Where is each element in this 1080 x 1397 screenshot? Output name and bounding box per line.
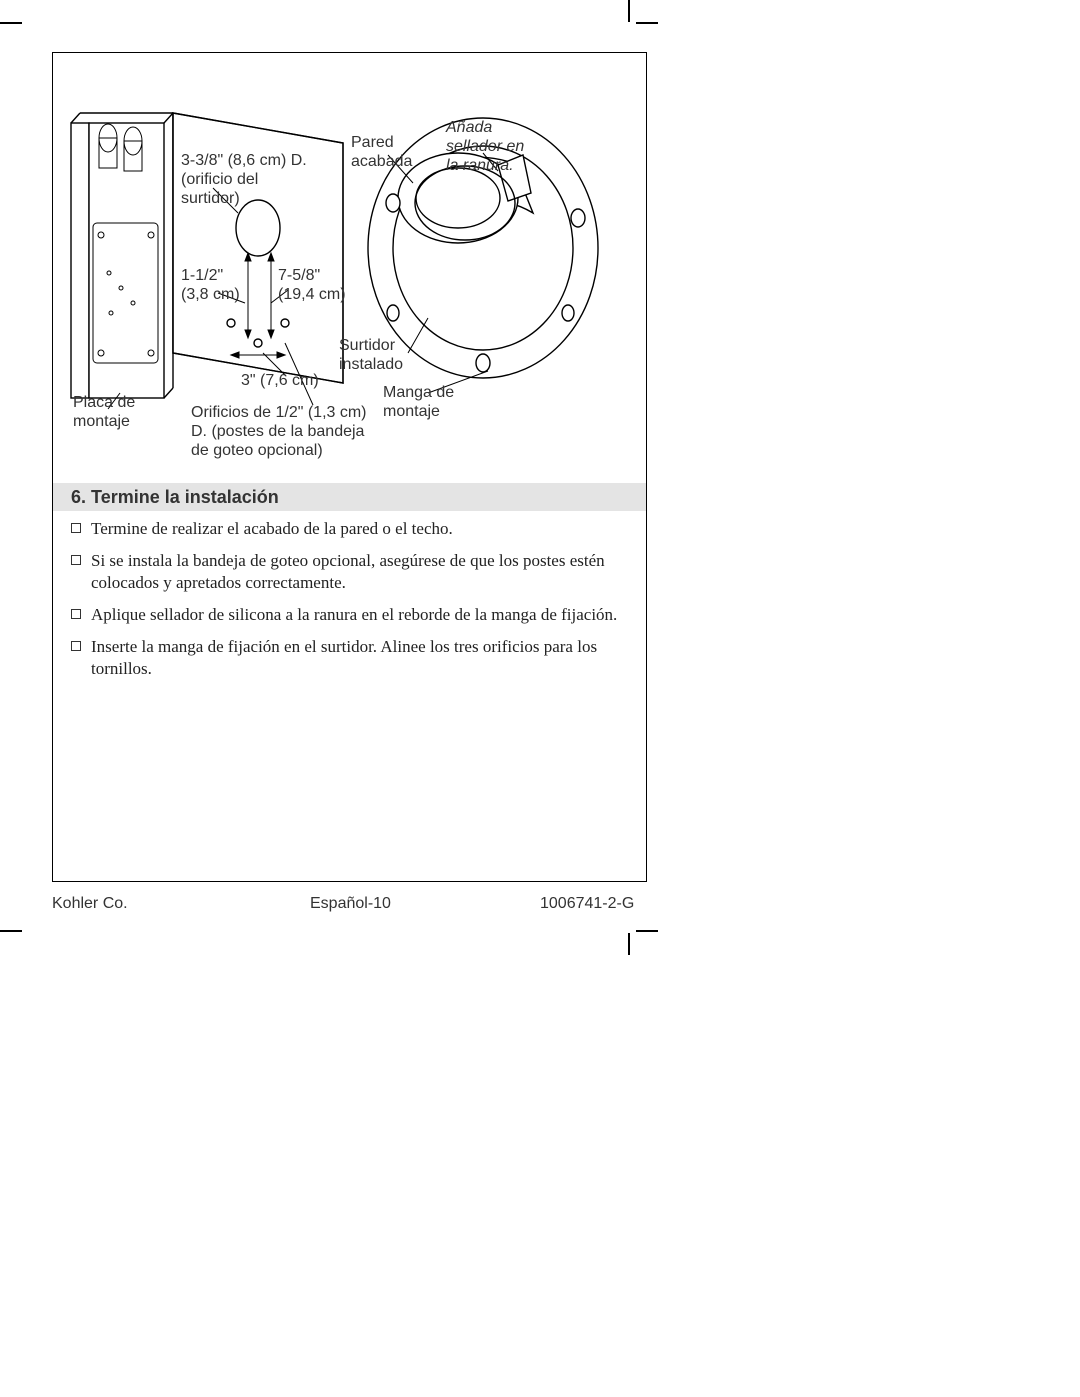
label-add-sealant: Añada sellador en la ranura. [446,118,524,176]
crop-mark [0,930,22,932]
crop-mark [636,930,658,932]
label-dim-1-5: 1-1/2" (3,8 cm) [181,266,240,304]
list-item-text: Termine de realizar el acabado de la par… [91,518,453,540]
list-item-text: Si se instala la bandeja de goteo opcion… [91,550,628,594]
section-number: 6. [71,487,86,507]
label-dim-7-625: 7-5/8" (19,4 cm) [278,266,346,304]
list-item: Termine de realizar el acabado de la par… [71,518,628,540]
label-installed-spout: Surtidor instalado [339,336,403,374]
square-marker-icon [71,641,81,651]
square-marker-icon [71,523,81,533]
section-title: Termine la instalación [91,487,279,507]
crop-mark [628,933,630,955]
list-item: Si se instala la bandeja de goteo opcion… [71,550,628,594]
label-dim-3: 3" (7,6 cm) [241,371,319,390]
diagram-svg [53,53,648,458]
square-marker-icon [71,609,81,619]
crop-mark [0,22,22,24]
footer-right: 1006741-2-G [540,895,634,913]
label-finished-wall: Pared acabada [351,133,412,171]
label-spout-hole: 3-3/8" (8,6 cm) D. (orificio del surtido… [181,151,307,209]
crop-mark [628,0,630,22]
label-mounting-plate: Placa de montaje [73,393,135,431]
section-header: 6. Termine la instalación [53,483,646,511]
list-item: Inserte la manga de fijación en el surti… [71,636,628,680]
label-mounting-sleeve: Manga de montaje [383,383,454,421]
crop-mark [636,22,658,24]
body-list: Termine de realizar el acabado de la par… [71,518,628,691]
footer-center: Español-10 [310,895,391,913]
list-item-text: Inserte la manga de fijación en el surti… [91,636,628,680]
square-marker-icon [71,555,81,565]
list-item: Aplique sellador de silicona a la ranura… [71,604,628,626]
footer-left: Kohler Co. [52,895,128,913]
list-item-text: Aplique sellador de silicona a la ranura… [91,604,617,626]
diagram-area: 3-3/8" (8,6 cm) D. (orificio del surtido… [53,53,646,458]
page-frame: 3-3/8" (8,6 cm) D. (orificio del surtido… [52,52,647,882]
label-half-inch-holes: Orificios de 1/2" (1,3 cm) D. (postes de… [191,403,367,461]
